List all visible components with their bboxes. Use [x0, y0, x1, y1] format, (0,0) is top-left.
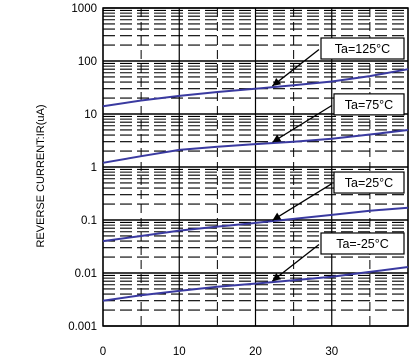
y-tick-label: 1000 — [71, 3, 97, 15]
plot-frame — [102, 7, 409, 327]
annotation-arrow — [271, 243, 320, 282]
x-tick-label: 20 — [249, 346, 262, 358]
y-tick-label: 1 — [91, 162, 97, 174]
y-tick-label: 10 — [84, 109, 97, 121]
annotation-arrowhead — [272, 77, 282, 87]
y-tick-label: 0.01 — [75, 268, 97, 280]
annotation-arrowhead — [272, 212, 282, 221]
annotation-arrow — [272, 104, 333, 143]
annotation-box — [320, 232, 405, 255]
axis-layer: 1000 100 10 1 0.1 0.01 0.001 0 10 20 30 — [68, 3, 338, 358]
annotation-arrowhead — [272, 134, 282, 143]
series-line-ta-25-c — [102, 266, 409, 302]
annotation-label: Ta=-25°C — [336, 237, 389, 251]
annotation-arrow — [272, 182, 333, 221]
annotation-arrow — [271, 48, 320, 87]
annotation-arrowhead — [272, 272, 282, 282]
y-tick-label: 100 — [78, 56, 97, 68]
annotation-box — [333, 171, 405, 194]
x-tick-label: 0 — [100, 346, 106, 358]
annotation-layer: Ta=125°C Ta=75°C Ta=25°C Ta=-25°C — [271, 37, 405, 282]
y-tick-label: 0.1 — [81, 215, 97, 227]
annotation-label: Ta=25°C — [345, 176, 393, 190]
annotation-box — [333, 93, 405, 116]
y-axis-title: REVERSE CURRENT:IR(uA) — [35, 104, 47, 247]
series-layer — [102, 68, 409, 302]
annotation-box — [320, 37, 405, 60]
series-line-ta-75-c — [102, 129, 409, 164]
x-tick-label: 10 — [173, 346, 186, 358]
y-tick-label: 0.001 — [68, 321, 97, 333]
annotation-label: Ta=75°C — [345, 98, 393, 112]
series-line-ta-125-c — [102, 68, 409, 108]
x-tick-label: 30 — [325, 346, 338, 358]
series-line-ta-25-c — [102, 206, 409, 243]
annotation-label: Ta=125°C — [335, 42, 390, 56]
